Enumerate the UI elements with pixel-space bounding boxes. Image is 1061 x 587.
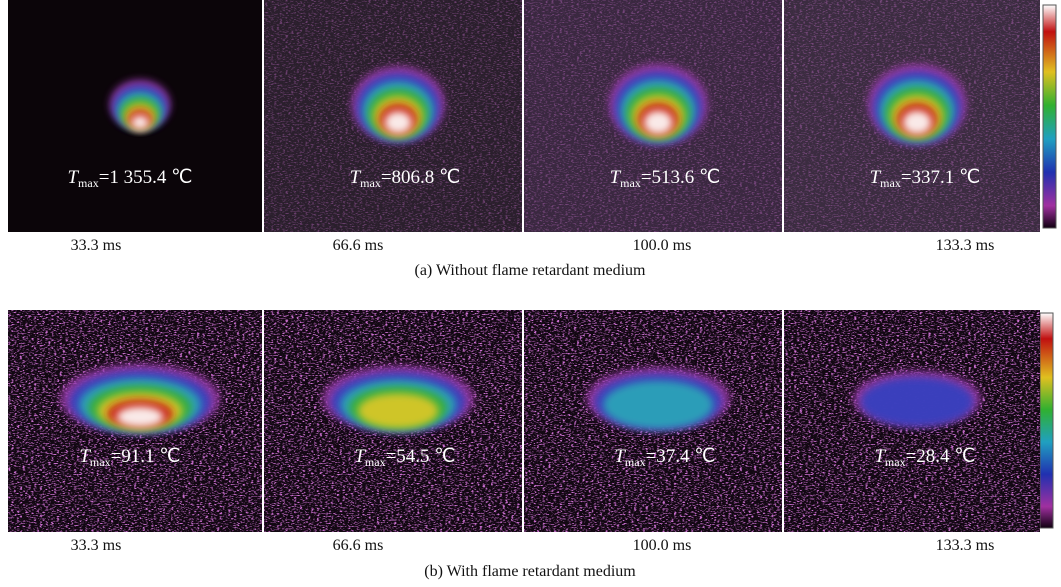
color-bar — [1043, 5, 1056, 228]
time-label: 33.3 ms — [71, 237, 122, 254]
value: =337.1 ℃ — [901, 167, 981, 188]
value: =54.5 ℃ — [386, 446, 456, 467]
subscript: max — [620, 176, 641, 190]
caption: (b) With flame retardant medium — [424, 563, 636, 580]
thermal-image — [264, 0, 522, 232]
subscript: max — [78, 176, 99, 190]
time-label: 133.3 ms — [936, 537, 995, 554]
thermal-image — [8, 310, 262, 532]
value: =513.6 ℃ — [641, 167, 721, 188]
thermal-image — [784, 310, 1040, 532]
thermal-image — [524, 310, 782, 532]
flame-region — [358, 393, 438, 428]
thermal-image — [8, 0, 262, 232]
time-label: 66.6 ms — [333, 537, 384, 554]
subscript: max — [360, 176, 381, 190]
figure: Tmax=1 355.4 ℃33.3 msTmax=806.8 ℃66.6 ms… — [0, 0, 1061, 587]
value: =28.4 ℃ — [906, 446, 976, 467]
time-label: 66.6 ms — [333, 237, 384, 254]
value: =1 355.4 ℃ — [99, 167, 193, 188]
flame-region — [644, 110, 673, 134]
time-label: 100.0 ms — [633, 237, 692, 254]
value: =806.8 ℃ — [381, 167, 461, 188]
flame-region — [117, 407, 164, 428]
thermal-image — [264, 310, 522, 532]
thermal-image — [524, 0, 782, 232]
flame-region — [861, 377, 974, 426]
flame-region — [903, 110, 932, 134]
subscript: max — [625, 455, 646, 469]
thermal-image — [784, 0, 1040, 232]
page: {"figure": {"rows": [ {"caption": "(a) W… — [0, 0, 1061, 587]
subscript: max — [880, 176, 901, 190]
value: =91.1 ℃ — [111, 446, 181, 467]
caption: (a) Without flame retardant medium — [415, 262, 647, 279]
time-label: 100.0 ms — [633, 537, 692, 554]
flame-region — [131, 115, 149, 130]
flame-region — [384, 111, 412, 133]
time-label: 133.3 ms — [936, 237, 995, 254]
flame-region — [603, 381, 713, 429]
subscript: max — [365, 455, 386, 469]
time-label: 33.3 ms — [71, 537, 122, 554]
subscript: max — [885, 455, 906, 469]
color-bar — [1040, 313, 1053, 528]
subscript: max — [90, 455, 111, 469]
value: =37.4 ℃ — [646, 446, 716, 467]
